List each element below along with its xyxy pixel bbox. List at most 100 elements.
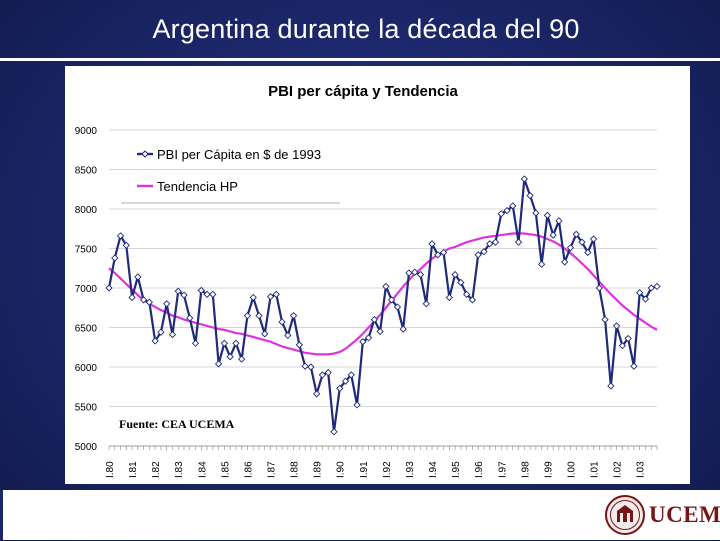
grid-lines: [109, 129, 657, 447]
data-point-pbi: [474, 251, 482, 259]
y-tick-label: 8000: [75, 205, 98, 216]
data-point-pbi: [364, 334, 373, 342]
data-point-pbi: [180, 291, 188, 299]
data-point-pbi: [416, 270, 425, 279]
legend-pbi-label: PBI per Cápita en $ de 1993: [157, 147, 321, 162]
data-point-pbi: [301, 362, 309, 370]
x-tick-label: I.95: [451, 461, 462, 478]
data-point-pbi: [388, 296, 396, 304]
data-point-pbi: [105, 284, 113, 292]
title-divider: [0, 58, 720, 61]
x-tick-label: I.97: [497, 461, 508, 478]
x-tick-label: I.85: [220, 461, 231, 478]
x-tick-label: I.93: [405, 461, 416, 478]
chart-panel: PBI per cápita y Tendencia 9000 8500 8000 7…: [65, 66, 690, 484]
data-point-pbi: [347, 371, 355, 379]
x-tick-label: I.86: [243, 461, 254, 478]
legend: PBI per Cápita en $ de 1993 Tendencia HP: [121, 147, 340, 204]
data-point-pbi: [122, 241, 130, 249]
data-point-pbi: [566, 244, 575, 252]
data-point-pbi: [243, 312, 252, 320]
series-line-tendencia-hp: [108, 232, 658, 356]
y-tick-label: 5000: [75, 442, 98, 453]
x-tick-label: I.88: [290, 461, 301, 478]
data-point-pbi: [572, 230, 580, 238]
data-point-pbi: [428, 240, 436, 248]
y-tick-label: 6500: [75, 324, 98, 335]
data-point-pbi: [151, 337, 159, 345]
x-tick-label: I.91: [359, 461, 370, 478]
x-tick-label: I.82: [151, 461, 162, 478]
series-line-pbi: [107, 177, 658, 433]
data-point-pbi: [457, 278, 465, 287]
data-point-pbi: [463, 290, 471, 298]
data-point-pbi: [191, 339, 200, 347]
footer-band: [0, 490, 720, 540]
data-point-pbi: [612, 322, 621, 330]
data-point-pbi: [491, 238, 500, 246]
data-point-pbi: [589, 235, 598, 243]
data-point-pbi: [370, 315, 378, 324]
data-point-pbi: [261, 330, 269, 338]
y-axis-ticks: 9000 8500 8000 7500 7000 6500 6000 5500 5000: [75, 126, 98, 453]
ucema-logo: UCEMA: [603, 494, 720, 536]
data-point-pbi: [157, 328, 165, 336]
data-point-pbi: [618, 342, 627, 350]
x-tick-label: I.87: [267, 461, 278, 478]
data-point-pbi: [532, 209, 540, 217]
data-point-pbi: [653, 282, 661, 291]
data-point-pbi: [468, 296, 477, 304]
data-point-pbi: [561, 258, 569, 266]
data-point-pbi: [313, 390, 321, 398]
data-point-pbi: [353, 401, 361, 409]
data-point-pbi: [209, 290, 217, 298]
y-tick-label: 9000: [75, 126, 98, 137]
data-point-pbi: [197, 286, 205, 295]
data-point-pbi: [411, 268, 419, 276]
data-point-pbi: [526, 191, 534, 200]
data-point-pbi: [278, 318, 286, 326]
data-point-pbi: [486, 240, 494, 248]
data-point-pbi: [324, 368, 332, 377]
data-point-pbi: [116, 232, 125, 240]
x-tick-label: I.92: [382, 461, 393, 478]
data-point-pbi: [393, 303, 402, 311]
data-point-pbi: [145, 298, 154, 306]
data-point-pbi: [399, 325, 407, 333]
logo-text: UCEMA: [649, 502, 720, 527]
x-tick-label: I.90: [336, 461, 347, 478]
x-tick-label: I.98: [520, 461, 531, 478]
data-point-pbi: [336, 384, 344, 392]
data-point-pbi: [376, 327, 384, 336]
data-point-pbi: [578, 238, 586, 246]
data-point-pbi: [295, 341, 303, 349]
data-point-pbi: [232, 339, 240, 347]
data-point-pbi: [214, 360, 223, 368]
data-point-pbi: [318, 371, 327, 379]
data-point-pbi: [422, 300, 430, 308]
data-point-pbi: [445, 293, 453, 302]
y-tick-label: 6000: [75, 363, 98, 374]
data-point-pbi: [451, 270, 459, 279]
data-point-pbi: [555, 217, 563, 225]
data-point-pbi: [636, 289, 644, 297]
data-point-pbi: [255, 312, 263, 320]
data-point-pbi: [641, 295, 650, 303]
x-axis-ticks: I.80 I.81 I.82 I.83 I.84 I.85 I.86 I.87 I.88 I.89…: [105, 445, 658, 478]
data-point-pbi: [168, 330, 177, 339]
x-tick-label: I.02: [613, 461, 624, 478]
x-tick-label: I.01: [590, 461, 601, 478]
legend-trend-label: Tendencia HP: [157, 179, 238, 194]
data-point-pbi: [289, 312, 298, 320]
data-point-pbi: [584, 248, 592, 257]
data-point-pbi: [520, 175, 528, 183]
y-tick-label: 5500: [75, 403, 98, 414]
data-point-pbi: [601, 315, 609, 324]
data-point-pbi: [359, 338, 367, 346]
ucema-seal-icon: [605, 495, 645, 535]
data-point-pbi: [341, 377, 350, 385]
data-point-pbi: [509, 202, 517, 210]
data-point-pbi: [382, 282, 390, 291]
series-layer: [105, 175, 661, 436]
chart-title: PBI per cápita y Tendencia: [268, 83, 458, 100]
